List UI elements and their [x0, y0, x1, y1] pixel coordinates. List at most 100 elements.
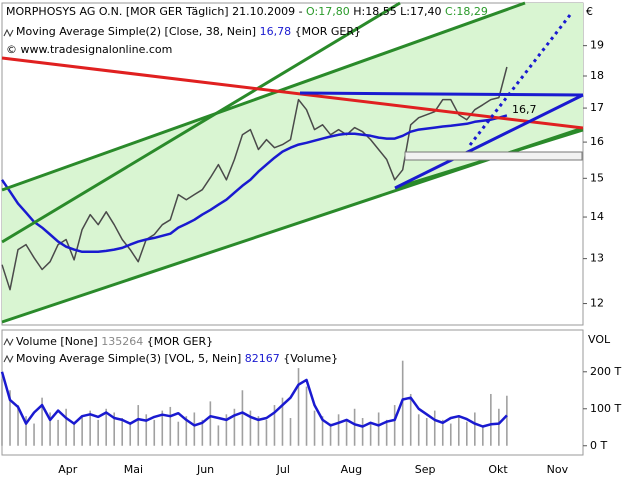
- series-line: [0, 114, 508, 254]
- x-tick-label: Mai: [124, 463, 143, 476]
- volume-bar: [498, 408, 500, 446]
- trend-line: [394, 93, 584, 190]
- volume-bar: [257, 416, 260, 446]
- volume-bar: [506, 395, 508, 446]
- volume-bar: [129, 423, 132, 446]
- legend-entry: Moving Average Simple(3) [VOL, 5, Nein] …: [16, 352, 338, 365]
- volume-bar: [241, 390, 244, 446]
- volume-bar: [345, 419, 348, 446]
- volume-bar: [441, 419, 444, 446]
- x-tick-label: Sep: [415, 463, 436, 476]
- legend-icon: [3, 337, 14, 347]
- legend-name: Moving Average Simple(2) [Close, 38, Nei…: [16, 25, 256, 38]
- trend-line: [1, 1, 526, 192]
- volume-bar: [1, 379, 3, 446]
- annotation: 16,7: [512, 103, 537, 116]
- volume-bar: [113, 412, 115, 446]
- drawings: [1, 1, 584, 324]
- volume-bar: [409, 393, 412, 446]
- volume-bar: [385, 419, 388, 446]
- ohlc-hl: H:18,55 L:17,40: [353, 5, 441, 18]
- price-header: MORPHOSYS AG O.N. [MOR GER Täglich] 21.1…: [6, 5, 488, 18]
- legend-name: Volume [None]: [16, 335, 98, 348]
- volume-bar: [105, 408, 107, 446]
- volume-unit: VOL: [588, 333, 611, 346]
- volume-bar: [417, 414, 420, 446]
- volume-bar: [321, 416, 324, 446]
- volume-bar: [41, 397, 43, 446]
- volume-bar: [161, 410, 164, 446]
- x-tick-label: Jun: [196, 463, 214, 476]
- volume-bar: [57, 419, 59, 446]
- volume-bar: [281, 397, 284, 446]
- price-layer: [0, 66, 508, 291]
- legend-source: {MOR GER}: [147, 335, 213, 348]
- volume-bar: [209, 401, 212, 446]
- volume-bar: [305, 386, 308, 446]
- legend-entry: Volume [None] 135264 {MOR GER}: [16, 335, 213, 348]
- volume-bar: [17, 405, 19, 446]
- y-tick-label: 200 T: [590, 365, 621, 378]
- volume-bar: [313, 410, 316, 446]
- y-tick-label: 0 T: [590, 439, 607, 452]
- volume-bar: [433, 410, 436, 446]
- volume-bar: [97, 419, 99, 446]
- y-tick-label: 17: [590, 101, 604, 114]
- volume-bar: [49, 412, 51, 446]
- volume-bar: [153, 419, 156, 446]
- legend-value: 16,78: [260, 25, 292, 38]
- volume-bar: [81, 416, 83, 446]
- legend-icon: [3, 28, 14, 38]
- series-line: [0, 371, 508, 428]
- x-tick-label: Aug: [341, 463, 362, 476]
- volume-bar: [337, 414, 340, 446]
- trend-line: [1, 56, 584, 130]
- volume-bar: [145, 414, 148, 446]
- y-tick-label: 100 T: [590, 402, 621, 415]
- volume-bar: [329, 423, 332, 446]
- y-tick-label: 12: [590, 297, 604, 310]
- y-tick-label: 19: [590, 39, 604, 52]
- y-tick-label: 18: [590, 69, 604, 82]
- volume-bar: [225, 414, 228, 446]
- volume-bar: [457, 416, 460, 446]
- y-tick-label: 13: [590, 252, 604, 265]
- symbol-title: MORPHOSYS AG O.N. [MOR GER Täglich] 21.1…: [6, 5, 303, 18]
- volume-bar: [121, 418, 124, 446]
- volume-bar: [265, 419, 268, 446]
- volume-bar: [449, 423, 452, 446]
- volume-bar: [185, 416, 188, 446]
- series-line: [1, 66, 508, 291]
- volume-bar: [9, 390, 11, 446]
- volume-layer: [0, 360, 508, 446]
- legend-name: Moving Average Simple(3) [VOL, 5, Nein]: [16, 352, 241, 365]
- volume-bar: [177, 421, 180, 446]
- legend-source: {Volume}: [283, 352, 338, 365]
- ohlc-close: C:18,29: [445, 5, 488, 18]
- volume-bar: [490, 393, 492, 446]
- volume-bar: [297, 368, 300, 446]
- volume-bar: [361, 418, 364, 446]
- volume-bar: [193, 412, 196, 446]
- volume-bar: [65, 408, 67, 446]
- y-tick-label: 14: [590, 210, 604, 223]
- trend-line: [1, 1, 401, 244]
- volume-bar: [289, 418, 292, 446]
- credit: © www.tradesignalonline.com: [6, 43, 172, 56]
- legend-icon: [3, 354, 14, 364]
- legend-entry: Moving Average Simple(2) [Close, 38, Nei…: [16, 25, 361, 38]
- volume-bar: [137, 405, 140, 446]
- volume-bar: [73, 423, 75, 446]
- volume-bar: [482, 427, 484, 446]
- legend-source: {MOR GER}: [295, 25, 361, 38]
- volume-bar: [249, 410, 252, 446]
- ohlc-open: O:17,80: [306, 5, 350, 18]
- volume-bar: [425, 418, 428, 446]
- legend-value: 82167: [245, 352, 280, 365]
- y-tick-label: 16: [590, 135, 604, 148]
- x-tick-label: Apr: [58, 463, 78, 476]
- volume-bar: [201, 419, 204, 446]
- volume-bar: [217, 425, 220, 446]
- volume-bar: [466, 421, 468, 446]
